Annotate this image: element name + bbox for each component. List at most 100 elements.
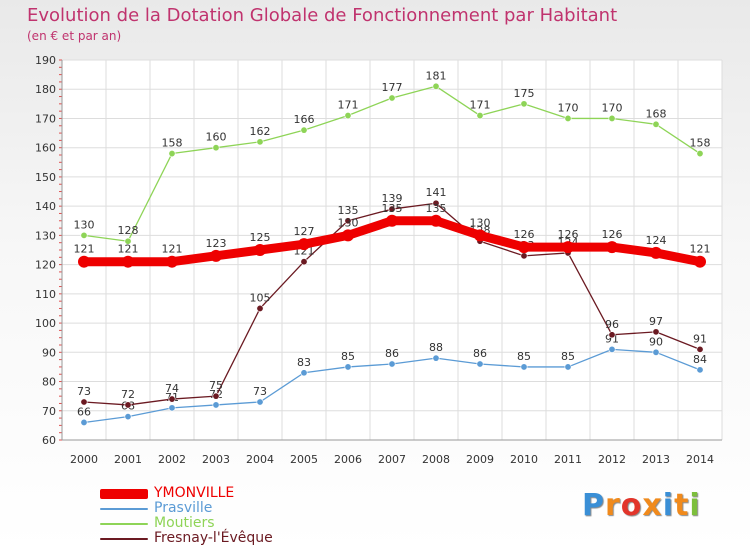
data-label: 86	[385, 347, 399, 360]
x-tick-label: 2014	[686, 453, 714, 466]
data-point	[606, 241, 618, 254]
x-tick-label: 2001	[114, 453, 142, 466]
data-label: 91	[693, 332, 707, 345]
x-tick-label: 2008	[422, 453, 450, 466]
data-label: 83	[297, 356, 311, 369]
data-point	[124, 413, 132, 421]
data-point	[520, 363, 528, 371]
y-tick-label: 160	[35, 142, 56, 155]
legend-item: Prasville	[100, 501, 273, 516]
y-tick-label: 130	[35, 229, 56, 242]
legend-label: Fresnay-l'Évêque	[154, 530, 273, 546]
legend-label: YMONVILLE	[154, 485, 235, 501]
data-point	[80, 418, 88, 426]
data-label: 177	[382, 81, 403, 94]
data-point	[476, 112, 484, 120]
data-point	[652, 348, 660, 356]
data-point	[124, 237, 132, 245]
data-label: 121	[162, 243, 183, 256]
data-point	[300, 258, 308, 266]
data-label: 181	[426, 69, 447, 82]
data-label: 124	[646, 234, 667, 247]
data-point	[608, 331, 616, 339]
data-point	[388, 205, 396, 213]
data-label: 139	[382, 192, 403, 205]
legend: YMONVILLE Prasville Moutiers Fresnay-l'Évêq…	[100, 486, 273, 546]
data-point	[520, 252, 528, 260]
y-tick-label: 80	[42, 376, 56, 389]
data-label: 121	[118, 243, 139, 256]
data-point	[80, 398, 88, 406]
data-point	[696, 150, 704, 158]
x-tick-label: 2012	[598, 453, 626, 466]
legend-swatch	[100, 522, 148, 525]
data-label: 135	[382, 202, 403, 215]
data-label: 170	[602, 101, 623, 114]
y-tick-label: 140	[35, 200, 56, 213]
data-label: 127	[294, 225, 315, 238]
data-point	[652, 120, 660, 128]
data-label: 85	[517, 350, 531, 363]
x-tick-label: 2004	[246, 453, 274, 466]
data-label: 175	[514, 87, 535, 100]
data-point	[254, 244, 266, 256]
data-point	[344, 112, 352, 120]
data-label: 168	[646, 107, 667, 120]
data-label: 141	[426, 186, 447, 199]
y-tick-label: 170	[35, 112, 56, 125]
data-point	[608, 345, 616, 353]
proxiti-logo: Proxiti	[582, 488, 701, 523]
data-label: 66	[77, 405, 91, 418]
data-label: 121	[690, 243, 711, 256]
data-point	[430, 214, 442, 227]
x-tick-label: 2013	[642, 453, 670, 466]
legend-label: Moutiers	[154, 515, 215, 531]
data-label: 74	[165, 382, 179, 395]
data-point	[122, 255, 134, 268]
data-point	[298, 238, 310, 251]
data-point	[166, 255, 178, 268]
data-label: 123	[206, 237, 227, 250]
data-point	[212, 144, 220, 152]
legend-item: Moutiers	[100, 516, 273, 531]
data-point	[562, 241, 574, 254]
data-label: 170	[558, 101, 579, 114]
data-label: 105	[250, 291, 271, 304]
y-tick-label: 100	[35, 317, 56, 330]
data-point	[432, 82, 440, 90]
chart-title: Evolution de la Dotation Globale de Fonc…	[27, 5, 618, 26]
legend-swatch	[100, 537, 148, 540]
data-label: 158	[690, 137, 711, 150]
data-point	[432, 354, 440, 362]
data-point	[256, 304, 264, 312]
legend-label: Prasville	[154, 500, 213, 516]
y-tick-label: 60	[42, 434, 56, 447]
data-point	[520, 100, 528, 108]
data-label: 128	[118, 224, 139, 237]
data-label: 171	[338, 99, 359, 112]
y-tick-label: 120	[35, 259, 56, 272]
data-point	[388, 94, 396, 102]
data-label: 86	[473, 347, 487, 360]
data-point	[168, 404, 176, 412]
data-point	[210, 249, 222, 262]
legend-swatch	[100, 507, 148, 510]
data-point	[256, 398, 264, 406]
data-point	[696, 345, 704, 353]
x-tick-label: 2006	[334, 453, 362, 466]
data-label: 171	[470, 99, 491, 112]
data-label: 160	[206, 131, 227, 144]
data-label: 135	[338, 204, 359, 217]
data-label: 130	[338, 216, 359, 229]
data-label: 72	[121, 388, 135, 401]
legend-item: Fresnay-l'Évêque	[100, 531, 273, 546]
data-point	[344, 217, 352, 225]
data-point	[432, 199, 440, 207]
x-tick-label: 2007	[378, 453, 406, 466]
data-label: 85	[561, 350, 575, 363]
x-tick-label: 2010	[510, 453, 538, 466]
y-tick-label: 90	[42, 346, 56, 359]
data-label: 75	[209, 379, 223, 392]
data-point	[518, 241, 530, 254]
